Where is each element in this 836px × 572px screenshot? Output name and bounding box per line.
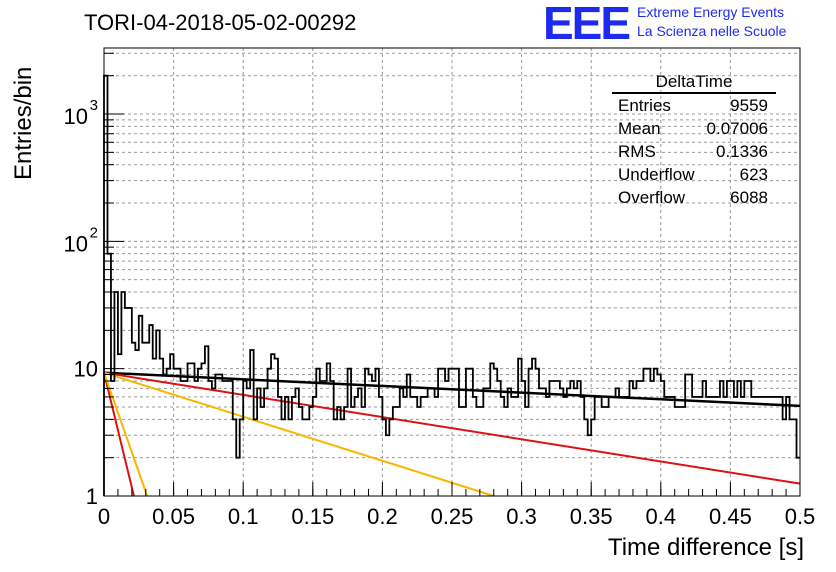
- fit-curves: [103, 371, 801, 497]
- x-tick-label: 0.5: [785, 504, 816, 529]
- y-tick-label: 10: [74, 357, 98, 382]
- fit-line: [103, 371, 801, 408]
- stats-label: Entries: [618, 96, 671, 115]
- x-tick-label: 0.15: [291, 504, 334, 529]
- stats-row: Entries 9559: [612, 94, 776, 117]
- stats-row: Underflow 623: [612, 163, 776, 186]
- x-tick-label: 0.2: [367, 504, 398, 529]
- stats-label: Overflow: [618, 188, 686, 207]
- x-tick-label: 0.35: [570, 504, 613, 529]
- eee-logo: EEE: [543, 0, 631, 49]
- x-tick-label: 0.45: [709, 504, 752, 529]
- stats-value: 6088: [730, 188, 768, 207]
- fit-line: [103, 372, 149, 497]
- x-tick-label: 0.25: [431, 504, 474, 529]
- axes: 0 0.05 0.1 0.15 0.2 0.25 0.3 0.35 0.4 0.45 0.51102…: [64, 47, 816, 529]
- stats-label: Mean: [618, 119, 661, 138]
- stats-title: DeltaTime: [612, 72, 776, 94]
- stats-value: 0.1336: [716, 142, 768, 161]
- fit-line: [103, 371, 495, 497]
- logo-caption: Extreme Energy Events La Scienza nelle S…: [637, 3, 786, 41]
- stats-label: RMS: [618, 142, 656, 161]
- fit-line: [103, 371, 801, 485]
- stats-row: RMS 0.1336: [612, 140, 776, 163]
- logo-caption-line2: La Scienza nelle Scuole: [637, 23, 787, 39]
- fit-line: [103, 372, 135, 497]
- x-tick-label: 0.3: [506, 504, 537, 529]
- stats-row: Overflow 6088: [612, 186, 776, 209]
- x-axis-title: Time difference [s]: [607, 534, 804, 561]
- y-tick-exponent: 2: [90, 224, 98, 241]
- x-tick-label: 0: [98, 504, 110, 529]
- x-tick-label: 0.1: [228, 504, 259, 529]
- stats-box: DeltaTime Entries 9559 Mean 0.07006 RMS 0.133…: [612, 72, 776, 209]
- stats-label: Underflow: [618, 165, 695, 184]
- x-tick-label: 0.05: [152, 504, 195, 529]
- y-axis-title: Entries/bin: [10, 66, 37, 180]
- stats-value: 623: [739, 165, 768, 184]
- stats-value: 9559: [730, 96, 768, 115]
- histogram-outline: [103, 74, 800, 496]
- histogram: [103, 74, 800, 496]
- y-tick-label: 10: [64, 104, 88, 129]
- y-tick-label: 1: [86, 484, 98, 509]
- x-tick-label: 0.4: [646, 504, 677, 529]
- y-tick-label: 10: [64, 231, 88, 256]
- stats-row: Mean 0.07006: [612, 117, 776, 140]
- stats-value: 0.07006: [706, 119, 768, 138]
- logo-caption-line1: Extreme Energy Events: [637, 4, 785, 20]
- y-tick-exponent: 3: [90, 97, 98, 114]
- chart-title: TORI-04-2018-05-02-00292: [84, 10, 357, 35]
